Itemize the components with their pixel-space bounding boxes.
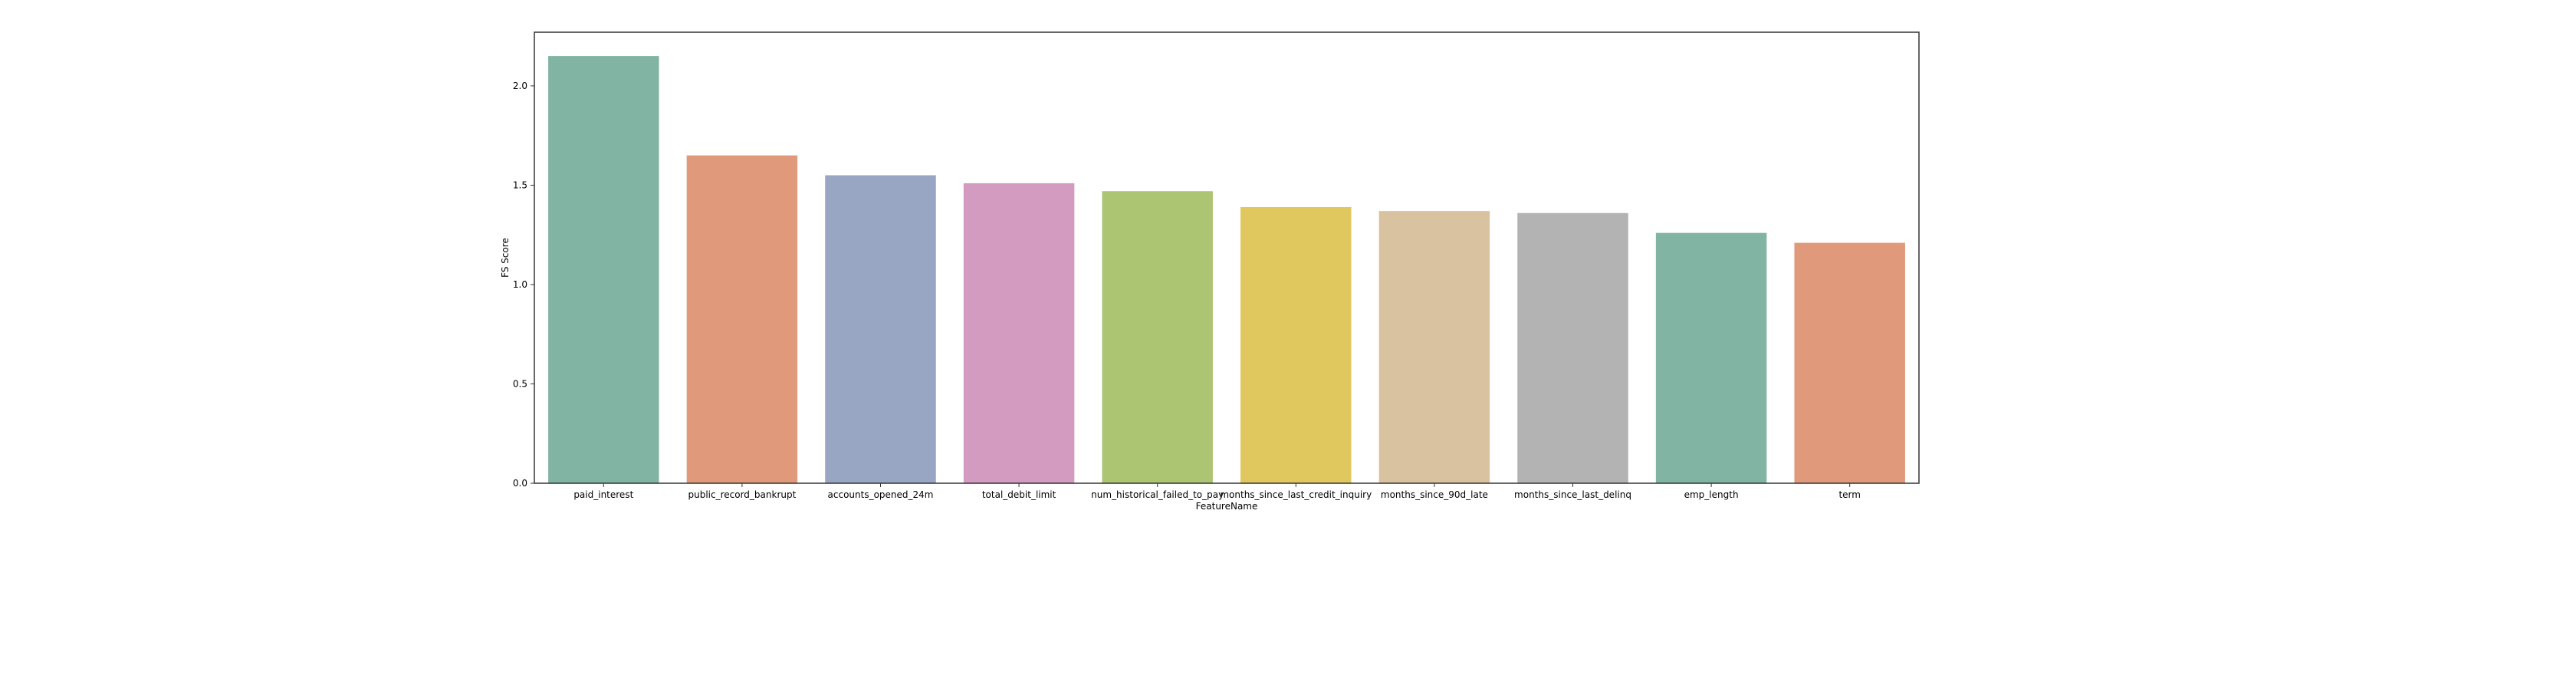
bar-months-since-last-delinq xyxy=(1517,212,1628,483)
bar-months-since-90d-late xyxy=(1378,211,1490,483)
y-tick-label: 0.5 xyxy=(513,378,527,389)
y-axis-label: FS Score xyxy=(500,238,511,278)
x-tick-label: emp_length xyxy=(1684,489,1739,500)
bar-term xyxy=(1794,242,1905,483)
bar-public-record-bankrupt xyxy=(686,155,798,483)
x-tick-label: months_since_last_credit_inquiry xyxy=(1220,489,1372,500)
x-tick-label: public_record_bankrupt xyxy=(688,489,796,500)
x-tick-label: months_since_90d_late xyxy=(1381,489,1488,500)
plot-frame xyxy=(534,31,1920,484)
x-axis-label: FeatureName xyxy=(1196,501,1258,512)
x-tick-label: months_since_last_delinq xyxy=(1514,489,1631,500)
y-tick-label: 1.5 xyxy=(513,179,527,190)
bars-layer xyxy=(548,56,1905,484)
x-tick-label: num_historical_failed_to_pay xyxy=(1091,489,1224,500)
y-axis-ticks: 0.0 0.5 1.0 1.5 2.0 xyxy=(513,81,534,489)
x-tick-label: term xyxy=(1838,489,1861,500)
bar-accounts-opened-24m xyxy=(825,175,936,483)
x-axis-ticks: paid_interest public_record_bankrupt accou… xyxy=(573,483,1861,500)
y-tick-label: 0.0 xyxy=(513,478,527,489)
y-tick-label: 2.0 xyxy=(513,81,527,91)
bar-months-since-last-credit-inquiry xyxy=(1240,206,1352,483)
x-tick-label: total_debit_limit xyxy=(982,489,1056,500)
bar-num-historical-failed-to-pay xyxy=(1102,191,1213,483)
bar-paid-interest xyxy=(548,56,659,484)
x-tick-label: paid_interest xyxy=(573,489,633,500)
x-tick-label: accounts_opened_24m xyxy=(828,489,934,500)
y-tick-label: 1.0 xyxy=(513,279,527,290)
bar-emp-length xyxy=(1655,232,1767,483)
bar-total-debit-limit xyxy=(963,183,1075,483)
